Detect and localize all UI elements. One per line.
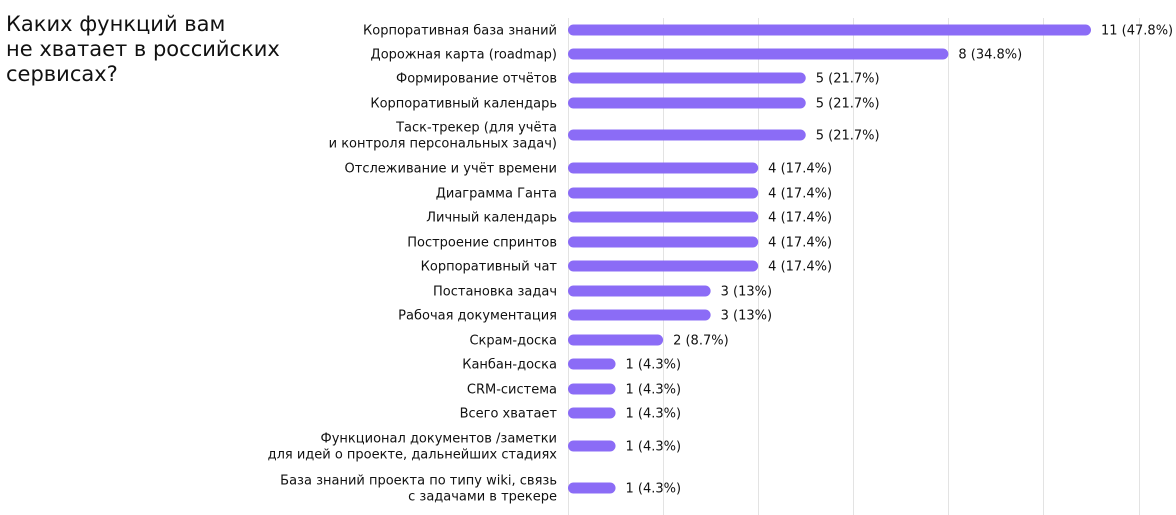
category-label: Всего хватает (460, 407, 558, 422)
bar (568, 383, 616, 395)
category-label: Рабочая документация (398, 309, 557, 324)
category-label: Формирование отчётов (396, 72, 557, 87)
bar-row: Корпоративный календарь 5 (21.7%) (370, 97, 879, 112)
category-label: Личный календарь (426, 211, 557, 226)
bar-row: Постановка задач 3 (13%) (433, 285, 772, 300)
bar-row: База знаний проекта по типу wiki, связь с… (280, 474, 681, 505)
bar (568, 440, 616, 452)
bar-row: Рабочая документация 3 (13%) (398, 309, 772, 324)
value-label: 4 (17.4%) (768, 162, 832, 177)
bar (568, 236, 759, 248)
category-label: Таск-трекер (для учёта и контроля персона… (329, 121, 557, 152)
bar (568, 97, 806, 109)
category-label: База знаний проекта по типу wiki, связь с… (280, 474, 557, 505)
value-label: 1 (4.3%) (626, 407, 682, 422)
bar-row: Диаграмма Ганта 4 (17.4%) (436, 187, 832, 202)
bar (568, 48, 949, 60)
bar (568, 72, 806, 84)
bar (568, 285, 711, 297)
bar (568, 260, 759, 272)
value-label: 3 (13%) (721, 309, 772, 324)
category-label: CRM-система (467, 383, 557, 398)
bar-row: CRM-система 1 (4.3%) (467, 383, 681, 398)
bar-row: Корпоративный чат 4 (17.4%) (421, 260, 832, 275)
category-label: Диаграмма Ганта (436, 187, 557, 202)
category-label: Дорожная карта (roadmap) (371, 48, 557, 63)
bar-row: Скрам-доска 2 (8.7%) (469, 334, 728, 349)
bar (568, 24, 1091, 36)
bar (568, 407, 616, 419)
value-label: 1 (4.3%) (626, 358, 682, 373)
value-label: 1 (4.3%) (626, 440, 682, 455)
bar-row: Корпоративная база знаний 11 (47.8%) (363, 24, 1173, 39)
bar (568, 482, 616, 494)
value-label: 8 (34.8%) (958, 48, 1022, 63)
category-label: Канбан-доска (462, 358, 557, 373)
category-label: Построение спринтов (407, 236, 557, 251)
bar-row: Таск-трекер (для учёта и контроля персона… (329, 121, 880, 152)
bar-row: Функционал документов /заметки для идей о… (268, 432, 682, 463)
value-label: 4 (17.4%) (768, 211, 832, 226)
bar (568, 211, 759, 223)
bar (568, 162, 759, 174)
value-label: 4 (17.4%) (768, 236, 832, 251)
category-label: Корпоративный чат (421, 260, 558, 275)
bar-row: Личный календарь 4 (17.4%) (426, 211, 832, 226)
bar (568, 129, 806, 141)
value-label: 1 (4.3%) (626, 383, 682, 398)
category-label: Функционал документов /заметки для идей о… (268, 432, 558, 463)
value-label: 4 (17.4%) (768, 187, 832, 202)
value-label: 3 (13%) (721, 285, 772, 300)
bar-row: Канбан-доска 1 (4.3%) (462, 358, 681, 373)
category-label: Постановка задач (433, 285, 557, 300)
value-label: 4 (17.4%) (768, 260, 832, 275)
chart-title: Каких функций вам не хватает в российски… (6, 12, 280, 86)
category-label: Скрам-доска (469, 334, 557, 349)
value-label: 5 (21.7%) (816, 97, 880, 112)
bar (568, 358, 616, 370)
bar-row: Дорожная карта (roadmap) 8 (34.8%) (371, 48, 1023, 63)
value-label: 2 (8.7%) (673, 334, 729, 349)
category-label: Корпоративный календарь (370, 97, 557, 112)
bar (568, 187, 759, 199)
value-label: 11 (47.8%) (1101, 24, 1173, 39)
bar (568, 334, 664, 346)
value-label: 5 (21.7%) (816, 72, 880, 87)
category-label: Отслеживание и учёт времени (345, 162, 557, 177)
bar-row: Формирование отчётов 5 (21.7%) (396, 72, 880, 87)
value-label: 5 (21.7%) (816, 129, 880, 144)
bar-row: Всего хватает 1 (4.3%) (460, 407, 682, 422)
category-label: Корпоративная база знаний (363, 24, 557, 39)
value-label: 1 (4.3%) (626, 482, 682, 497)
bar-row: Построение спринтов 4 (17.4%) (407, 236, 832, 251)
bar-row: Отслеживание и учёт времени 4 (17.4%) (345, 162, 832, 177)
bar (568, 309, 711, 321)
